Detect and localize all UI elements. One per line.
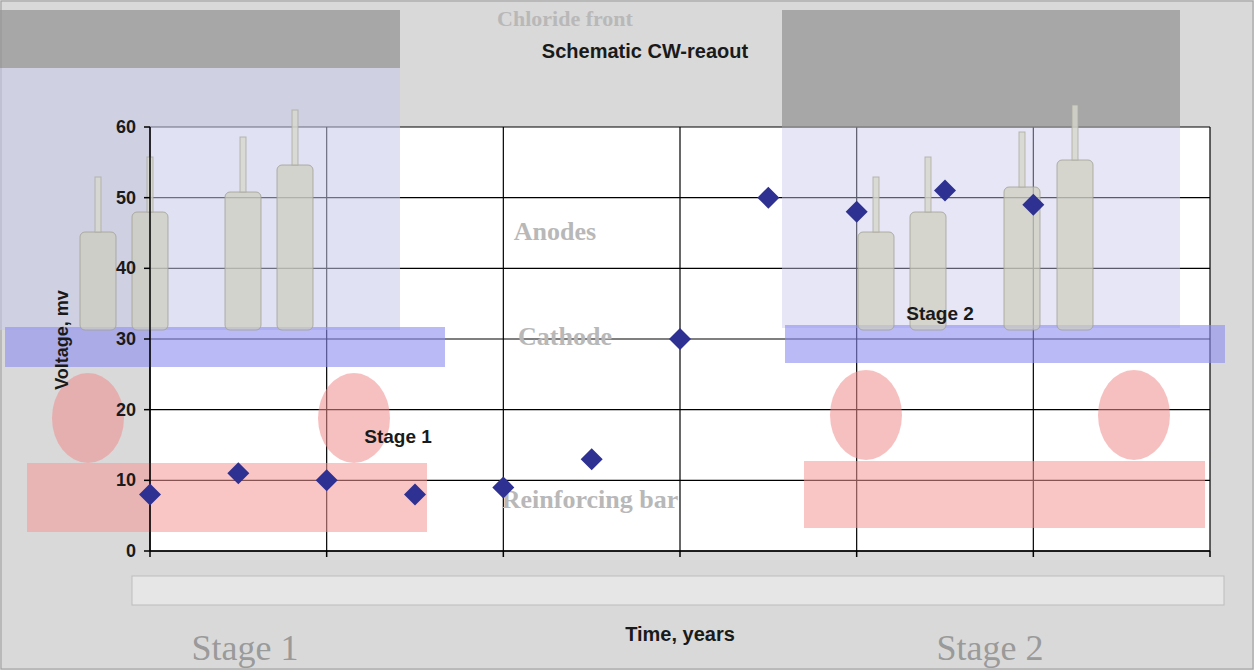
data-point [934, 180, 956, 202]
anode [277, 165, 313, 330]
title: Schematic CW-reaout [542, 40, 749, 62]
data-point [316, 469, 338, 491]
data-point [1022, 194, 1044, 216]
x-axis-title: Time, years [625, 623, 735, 645]
y-tick-label: 30 [116, 329, 136, 349]
x-tick [503, 551, 505, 557]
schematic-label: Anodes [514, 217, 596, 246]
x-tick [1033, 551, 1035, 557]
x-tick [149, 551, 151, 557]
gray-band [0, 10, 400, 68]
data-point [404, 483, 426, 505]
y-tick [144, 550, 150, 552]
schematic-label: Reinforcing bar [502, 485, 678, 514]
y-tick-label: 50 [116, 188, 136, 208]
data-point [846, 201, 868, 223]
x-tick [856, 551, 858, 557]
data-point [581, 448, 603, 470]
anode-tip [873, 177, 879, 232]
schematic-label: Cathode [518, 322, 612, 351]
background [0, 0, 1254, 670]
anode [225, 192, 261, 330]
x-tick [679, 551, 681, 557]
chart: 0 10 20 30 40 50 60 Chloride front Anodes Cathode… [0, 0, 1254, 670]
data-point [139, 483, 161, 505]
data-point [492, 476, 514, 498]
anode-tip [925, 157, 931, 212]
schematic-overlay [0, 10, 1225, 532]
anode [80, 232, 116, 330]
anode-tip [95, 177, 101, 232]
points [139, 180, 1044, 506]
rebar-section [830, 370, 902, 460]
footer-label: Stage 2 [937, 628, 1044, 668]
data-point [669, 328, 691, 350]
anode-tip [292, 110, 298, 165]
rebar-section [318, 373, 390, 463]
gray-band [782, 10, 1180, 128]
anode-tip [240, 137, 246, 192]
footer-label: Stage 1 [192, 628, 299, 668]
y-tick-label: 60 [116, 117, 136, 137]
y-tick [144, 409, 150, 411]
rebar [27, 463, 427, 532]
x-tick [1209, 551, 1211, 557]
y-tick-label: 0 [126, 541, 136, 561]
y-tick [144, 126, 150, 128]
anode [1057, 160, 1093, 330]
y-tick-label: 10 [116, 470, 136, 490]
axis-strip [132, 576, 1224, 605]
data-point [757, 187, 779, 209]
y-tick [144, 480, 150, 482]
y-tick [144, 338, 150, 340]
cathode-bar [785, 325, 1225, 363]
anode-tip [1072, 105, 1078, 160]
data-point [227, 462, 249, 484]
rebar-section [1098, 370, 1170, 460]
y-tick [144, 268, 150, 270]
y-axis-title: Voltage, mv [52, 290, 72, 390]
anode-tip [1019, 132, 1025, 187]
y-tick-label: 40 [116, 258, 136, 278]
frame [1, 1, 1253, 669]
rebar [804, 461, 1205, 528]
x-tick [326, 551, 328, 557]
schematic-label: Chloride front [497, 6, 634, 31]
anode [858, 232, 894, 330]
annotation: Stage 1 [364, 426, 432, 447]
y-tick-label: 20 [116, 400, 136, 420]
annotation: Stage 2 [906, 303, 974, 324]
anode-panel [782, 128, 1180, 328]
y-tick [144, 197, 150, 199]
